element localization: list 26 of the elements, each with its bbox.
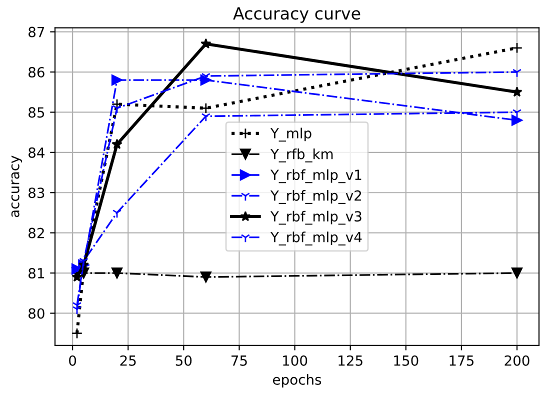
legend-label: Y_rbf_mlp_v4 <box>270 232 362 246</box>
legend-label: Y_mlp <box>270 128 312 142</box>
x-tick-label: 75 <box>232 356 247 366</box>
y-tick-label: 87 <box>28 26 44 38</box>
y-tick-label: 83 <box>28 188 44 198</box>
legend-label: Y_rfb_km <box>270 148 333 162</box>
y-tick-label: 85 <box>28 107 44 118</box>
y-tick-label: 86 <box>28 66 44 78</box>
x-tick-label: 50 <box>176 355 192 366</box>
legend-label: Y_rbf_mlp_v3 <box>270 210 362 225</box>
x-tick-label: 125 <box>338 355 362 366</box>
chart-title: Accuracy curve <box>233 7 360 23</box>
x-tick-label: 0 <box>69 355 76 366</box>
x-tick-label: 200 <box>504 355 530 366</box>
y-tick-label: 82 <box>28 228 44 238</box>
x-tick-label: 150 <box>394 355 418 366</box>
y-tick-label: 81 <box>28 268 44 278</box>
x-tick-label: 175 <box>450 356 474 366</box>
y-tick-label: 80 <box>28 308 44 319</box>
x-axis-title: epochs <box>273 374 322 388</box>
y-tick-label: 84 <box>28 147 44 158</box>
x-tick-label: 25 <box>120 355 136 366</box>
y-axis-title: accuracy <box>11 156 22 218</box>
legend-label: Y_rbf_mlp_v1 <box>270 169 362 184</box>
x-tick-label: 100 <box>283 355 308 366</box>
legend-label: Y_rbf_mlp_v2 <box>270 190 362 204</box>
